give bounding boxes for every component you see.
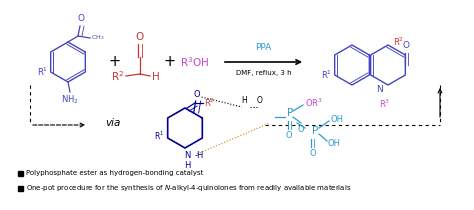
Text: R$^1$: R$^1$: [36, 66, 48, 78]
Text: +: +: [109, 55, 121, 70]
Text: R$^2$: R$^2$: [111, 69, 124, 83]
Text: O: O: [78, 14, 84, 23]
Text: -H: -H: [195, 151, 204, 160]
Text: O: O: [403, 41, 410, 50]
Text: O: O: [257, 96, 263, 105]
Bar: [18, 171, 23, 176]
Text: via: via: [105, 118, 120, 128]
Text: OH: OH: [331, 114, 344, 123]
Text: NH$_2$: NH$_2$: [61, 94, 79, 106]
Text: DMF, reflux, 3 h: DMF, reflux, 3 h: [236, 70, 292, 76]
Text: N: N: [376, 85, 383, 94]
Text: N: N: [184, 151, 190, 160]
Text: Polyphosphate ester as hydrogen-bonding catalyst: Polyphosphate ester as hydrogen-bonding …: [26, 170, 203, 176]
Text: +: +: [164, 55, 176, 70]
Text: P: P: [312, 126, 318, 136]
Text: H: H: [241, 96, 247, 105]
Text: R$^2$: R$^2$: [393, 36, 404, 48]
Text: R$^3$OH: R$^3$OH: [181, 55, 210, 69]
Text: O: O: [136, 32, 144, 42]
Text: PPA: PPA: [255, 43, 272, 52]
Text: R$^2$: R$^2$: [204, 97, 215, 109]
Text: R$^1$: R$^1$: [155, 130, 164, 142]
Text: P: P: [287, 108, 293, 118]
Text: H: H: [184, 161, 190, 170]
Text: O: O: [286, 131, 292, 140]
Text: O: O: [310, 149, 316, 158]
Text: O: O: [193, 90, 200, 99]
Text: H: H: [152, 72, 160, 82]
Text: R$^1$: R$^1$: [320, 69, 332, 81]
Text: OR$^3$: OR$^3$: [305, 97, 323, 109]
Bar: [18, 185, 23, 190]
Text: R$^3$: R$^3$: [379, 98, 390, 110]
Text: O: O: [298, 125, 304, 134]
Text: One-pot procedure for the synthesis of $\it{N}$-alkyl-4-quinolones from readily : One-pot procedure for the synthesis of $…: [26, 183, 351, 193]
Text: OH: OH: [328, 139, 341, 147]
Text: CH$_3$: CH$_3$: [91, 34, 104, 42]
